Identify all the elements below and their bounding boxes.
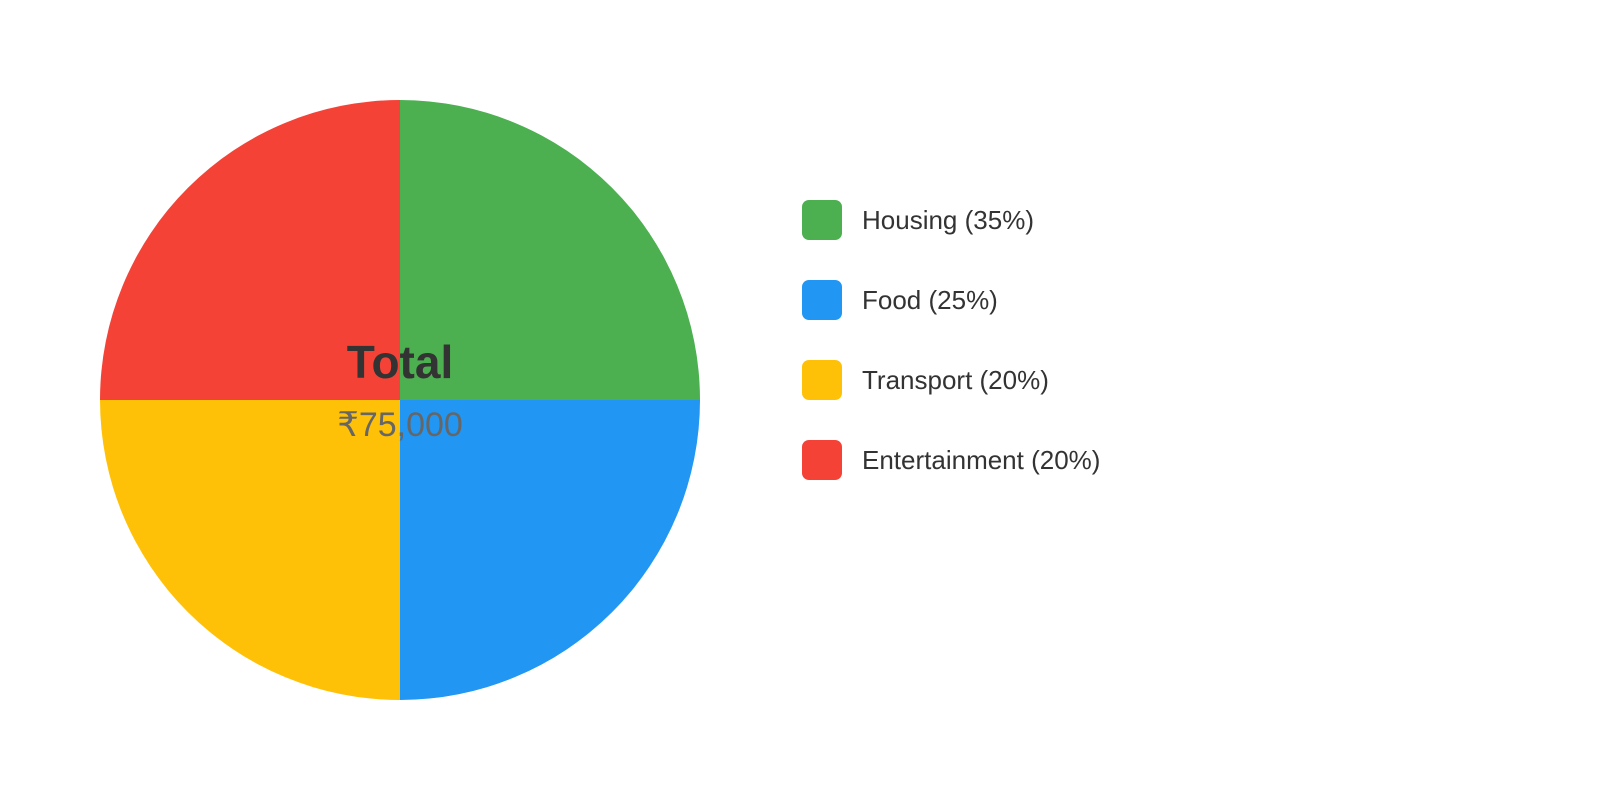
legend-swatch-food — [802, 280, 842, 320]
legend-item-housing: Housing (35%) — [802, 200, 1100, 240]
legend-item-transport: Transport (20%) — [802, 360, 1100, 400]
legend-label-transport: Transport (20%) — [862, 364, 1049, 395]
legend-label-entertainment: Entertainment (20%) — [862, 444, 1101, 475]
legend-item-entertainment: Entertainment (20%) — [802, 440, 1100, 480]
pie-slice-food — [400, 400, 700, 700]
legend-swatch-transport — [802, 360, 842, 400]
pie-slice-transport — [100, 400, 400, 700]
legend-swatch-housing — [802, 200, 842, 240]
legend-swatch-entertainment — [802, 440, 842, 480]
pie-chart — [100, 100, 700, 700]
legend-label-housing: Housing (35%) — [862, 204, 1034, 235]
legend-label-food: Food (25%) — [862, 284, 998, 315]
legend: Housing (35%) Food (25%) Transport (20%)… — [802, 200, 1100, 520]
legend-item-food: Food (25%) — [802, 280, 1100, 320]
pie-slice-entertainment — [100, 100, 400, 400]
pie-slice-housing — [400, 100, 700, 400]
